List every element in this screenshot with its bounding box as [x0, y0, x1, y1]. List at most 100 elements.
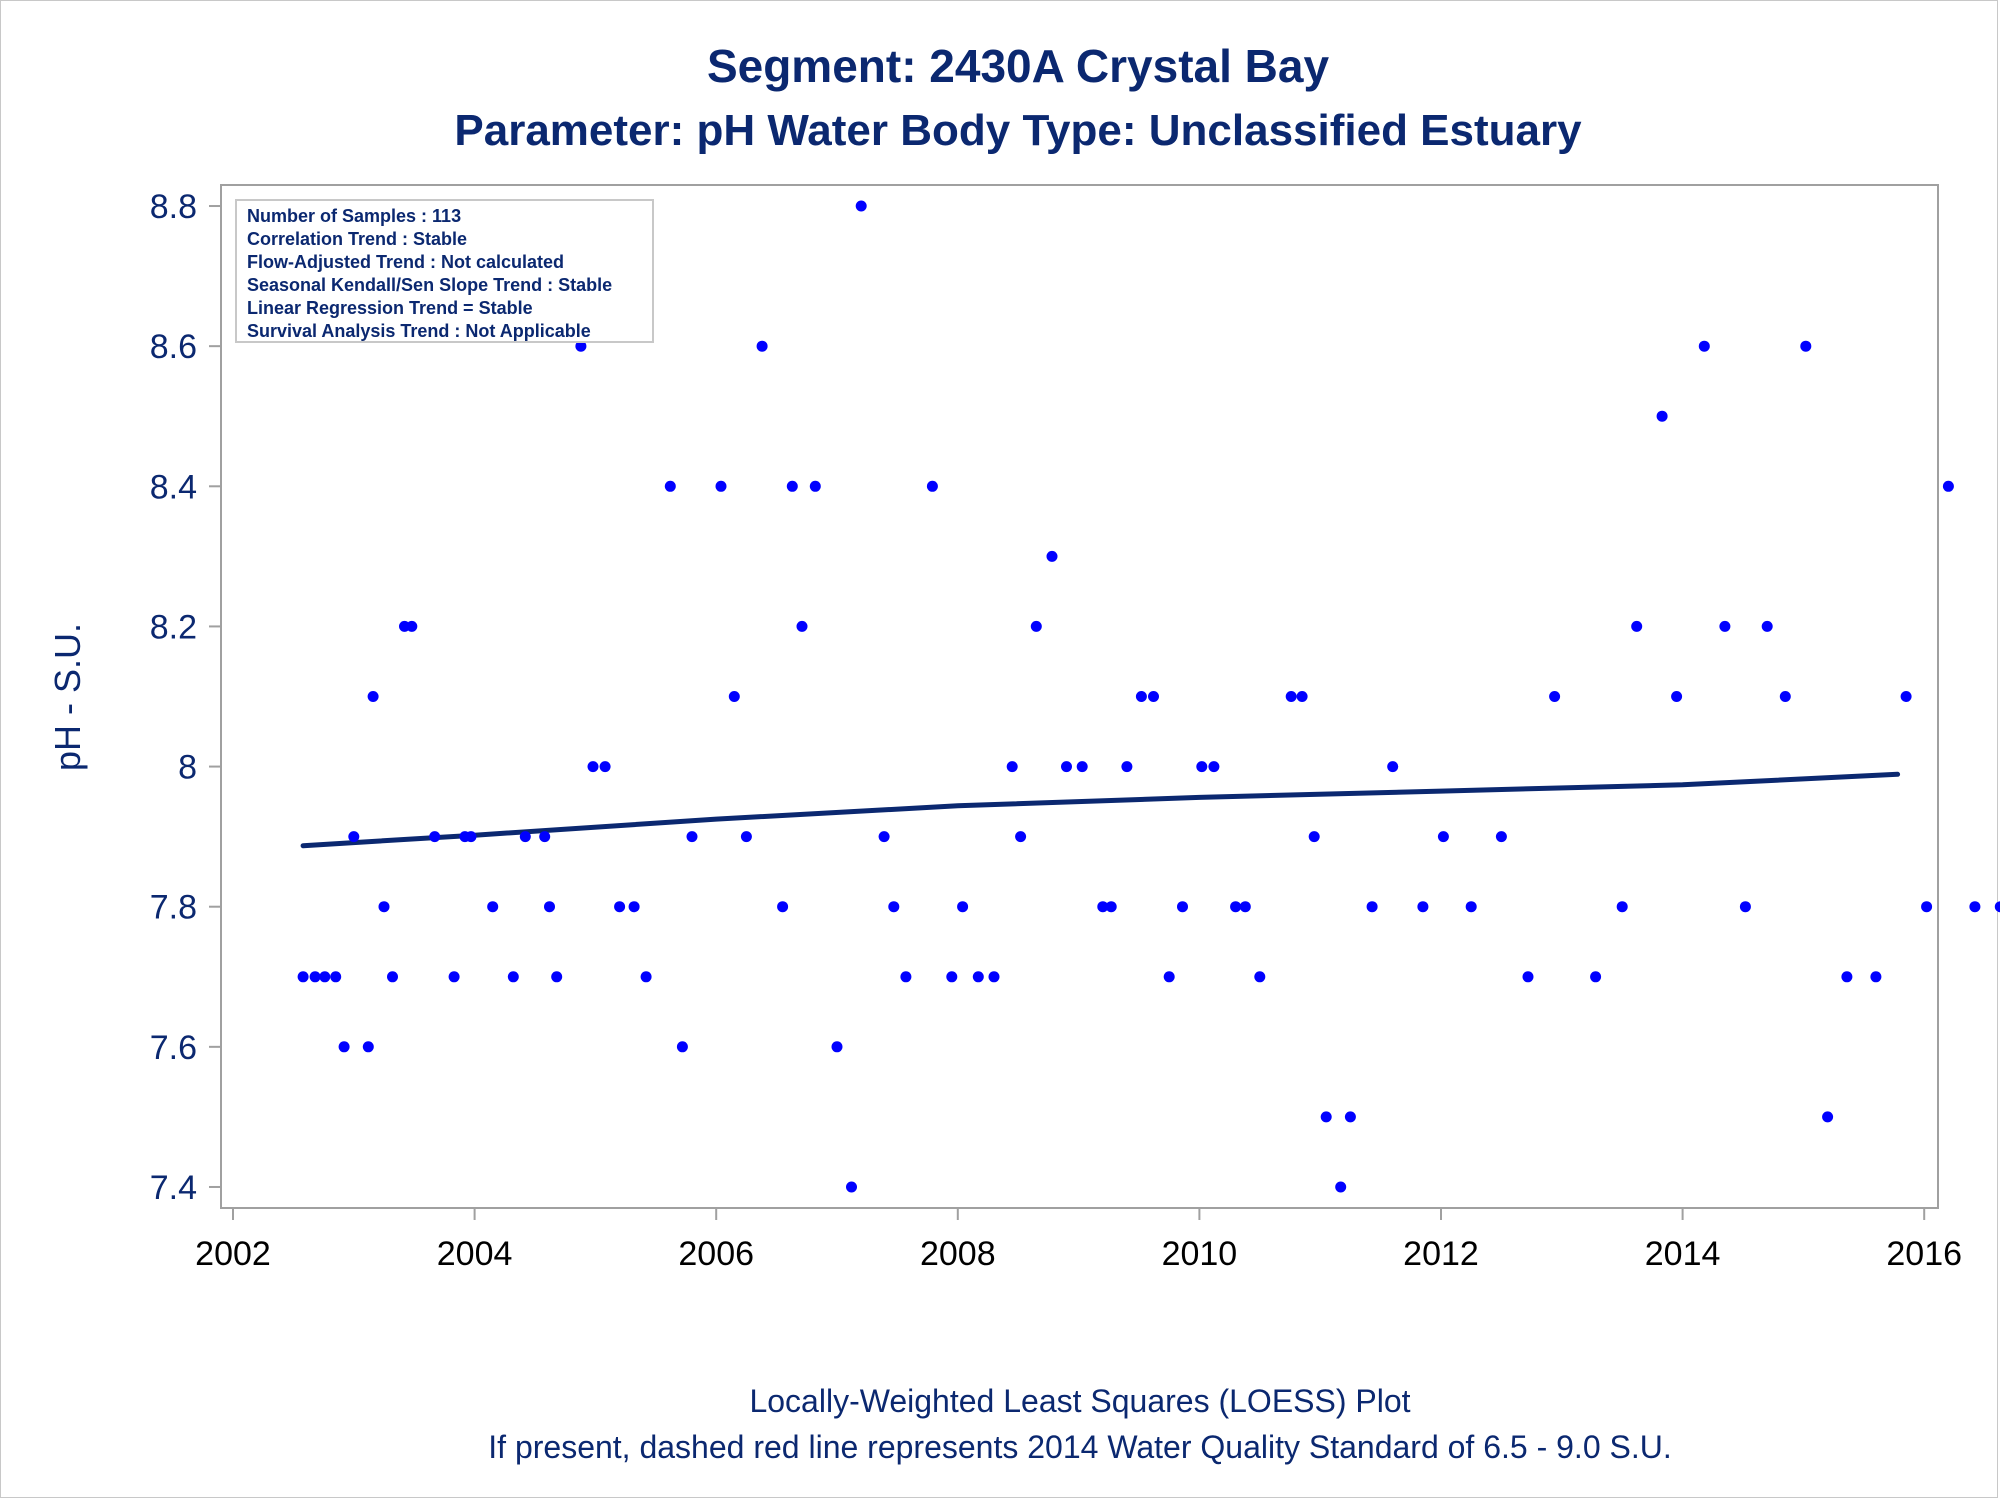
data-point — [465, 831, 477, 843]
data-point — [1739, 901, 1751, 913]
data-point — [1076, 761, 1088, 773]
data-point — [551, 971, 563, 983]
data-point — [1177, 901, 1188, 913]
data-point — [957, 901, 969, 913]
data-point — [1121, 761, 1133, 773]
data-point — [926, 480, 938, 492]
data-point — [640, 971, 652, 983]
y-tick-label: 7.8 — [150, 889, 197, 927]
x-tick-label: 2014 — [1645, 1235, 1721, 1273]
data-point — [406, 620, 418, 632]
data-point — [664, 480, 676, 492]
data-point — [1335, 1181, 1347, 1193]
trend-layer — [300, 771, 1901, 849]
chart-title: Segment: 2430A Crystal Bay — [707, 40, 1330, 92]
data-point — [1841, 971, 1853, 983]
stats-line-survival: Survival Analysis Trend : Not Applicable — [247, 321, 591, 341]
y-tick-label: 8.4 — [150, 468, 197, 506]
y-tick-label: 8 — [178, 749, 197, 787]
data-point — [1344, 1111, 1356, 1123]
data-point — [1015, 831, 1027, 843]
data-point — [587, 761, 599, 773]
x-tick-label: 2006 — [678, 1235, 754, 1273]
data-point — [1779, 691, 1791, 702]
data-point — [1822, 1111, 1834, 1123]
data-point — [831, 1041, 843, 1053]
data-point — [1698, 340, 1710, 352]
data-point — [1208, 761, 1220, 773]
data-point — [1006, 761, 1018, 773]
data-point — [1969, 901, 1981, 913]
data-point — [1719, 620, 1731, 632]
data-point — [888, 901, 900, 913]
data-point — [946, 971, 958, 983]
data-point — [1921, 901, 1933, 913]
data-point — [809, 480, 821, 492]
x-tick-label: 2002 — [195, 1235, 271, 1273]
data-point — [330, 971, 342, 983]
data-point — [1495, 831, 1507, 843]
data-point — [715, 480, 727, 492]
data-point — [614, 901, 626, 913]
data-point — [1308, 831, 1320, 843]
data-point — [756, 340, 768, 352]
data-point — [1254, 971, 1266, 983]
data-point — [1387, 761, 1399, 773]
data-point — [1366, 901, 1378, 913]
data-point — [1522, 971, 1534, 983]
data-point — [1061, 761, 1072, 773]
footnote-loess: Locally-Weighted Least Squares (LOESS) P… — [749, 1383, 1410, 1419]
data-point — [1761, 620, 1773, 632]
points-layer — [297, 200, 2000, 1193]
x-tick-label: 2008 — [920, 1235, 996, 1273]
data-point — [507, 971, 519, 983]
y-tick-label: 8.8 — [150, 188, 197, 226]
data-point — [448, 971, 460, 983]
data-point — [878, 831, 890, 843]
data-point — [544, 901, 555, 913]
data-point — [1105, 901, 1117, 913]
data-point — [1465, 901, 1477, 913]
stats-line-linear-regression: Linear Regression Trend = Stable — [247, 298, 533, 318]
data-point — [1296, 691, 1308, 702]
y-tick-label: 7.4 — [150, 1169, 197, 1207]
data-point — [429, 831, 441, 843]
data-point — [319, 971, 331, 983]
data-point — [1285, 691, 1297, 702]
data-point — [1135, 691, 1147, 702]
data-point — [786, 480, 798, 492]
data-point — [367, 691, 379, 702]
data-point — [1590, 971, 1602, 983]
data-point — [1163, 971, 1175, 983]
data-point — [855, 200, 867, 212]
data-point — [519, 831, 531, 843]
stats-line-correlation: Correlation Trend : Stable — [247, 229, 467, 249]
data-point — [1417, 901, 1429, 913]
data-point — [1616, 901, 1628, 913]
data-point — [1656, 410, 1668, 422]
y-axis-label: pH - S.U. — [47, 623, 88, 771]
data-point — [387, 971, 398, 983]
data-point — [1320, 1111, 1332, 1123]
y-tick-label: 8.6 — [150, 328, 197, 366]
data-point — [796, 620, 808, 632]
data-point — [686, 831, 698, 843]
data-point — [1942, 480, 1954, 492]
data-point — [972, 971, 984, 983]
stats-line-seasonal-kendall: Seasonal Kendall/Sen Slope Trend : Stabl… — [247, 275, 612, 295]
data-point — [1900, 691, 1912, 702]
data-point — [777, 901, 789, 913]
plot-area — [220, 184, 1939, 1209]
data-point — [728, 691, 740, 702]
x-tick-label: 2004 — [437, 1235, 513, 1273]
loess-trend-line — [300, 771, 1901, 849]
data-point — [297, 971, 309, 983]
data-point — [1800, 340, 1812, 352]
data-point — [1671, 691, 1683, 702]
data-point — [900, 971, 912, 983]
x-tick-label: 2010 — [1162, 1235, 1238, 1273]
data-point — [1631, 620, 1643, 632]
footnote-standard: If present, dashed red line represents 2… — [488, 1429, 1671, 1465]
data-point — [362, 1041, 374, 1053]
